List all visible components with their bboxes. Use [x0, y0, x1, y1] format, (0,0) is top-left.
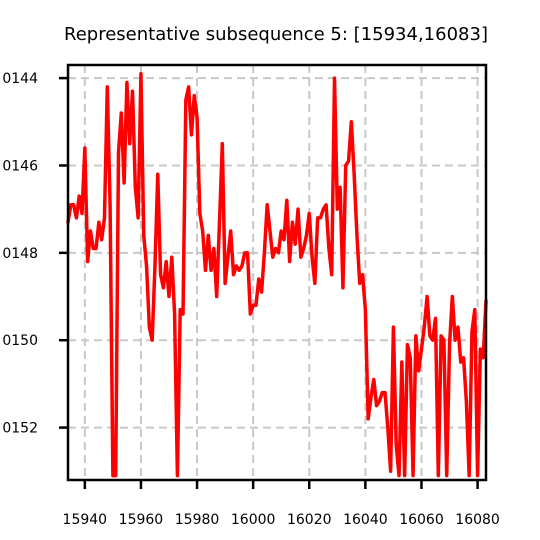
series-line [66, 71, 488, 478]
x-tick-label: 15940 [63, 512, 108, 528]
y-axis: 0144 0146 0148 0150 0152 [2, 71, 68, 437]
plot-frame [66, 63, 488, 482]
series-group [66, 71, 488, 478]
chart-title: Representative subsequence 5: [15934,160… [64, 24, 488, 45]
x-axis: 15940 15960 15980 16000 16020 16040 16060 16080 [63, 480, 500, 528]
x-tick-label: 16080 [455, 512, 500, 528]
x-tick-label: 16020 [287, 512, 332, 528]
y-tick-label: 0148 [2, 246, 38, 262]
y-tick-label: 0144 [2, 71, 38, 87]
x-tick-label: 16000 [231, 512, 276, 528]
y-tick-label: 0150 [2, 333, 38, 349]
y-tick-label: 0146 [2, 158, 38, 174]
x-tick-label: 16040 [343, 512, 388, 528]
x-tick-label: 15980 [175, 512, 220, 528]
y-tick-label: 0152 [2, 421, 38, 437]
x-tick-label: 15960 [119, 512, 164, 528]
x-tick-label: 16060 [399, 512, 444, 528]
